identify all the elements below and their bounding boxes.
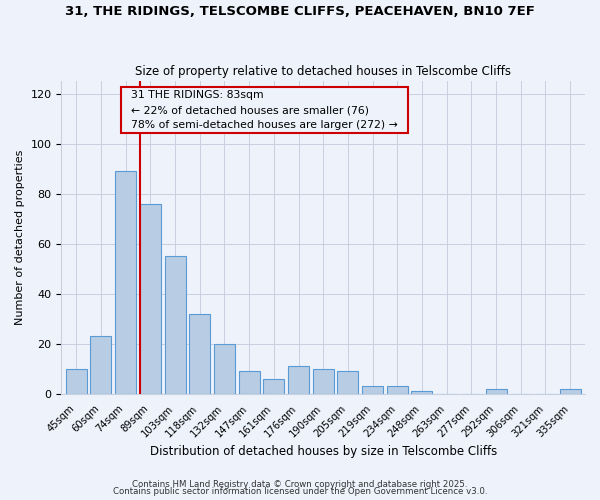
Bar xyxy=(239,371,260,394)
Text: Contains HM Land Registry data © Crown copyright and database right 2025.: Contains HM Land Registry data © Crown c… xyxy=(132,480,468,489)
Bar xyxy=(214,344,235,394)
Bar xyxy=(288,366,309,394)
Text: 31 THE RIDINGS: 83sqm
  ← 22% of detached houses are smaller (76)
  78% of semi-: 31 THE RIDINGS: 83sqm ← 22% of detached … xyxy=(124,90,405,130)
Bar xyxy=(140,204,161,394)
Y-axis label: Number of detached properties: Number of detached properties xyxy=(15,150,25,325)
Bar xyxy=(387,386,408,394)
Bar xyxy=(362,386,383,394)
Bar xyxy=(189,314,210,394)
Bar xyxy=(412,391,433,394)
Bar xyxy=(313,368,334,394)
Text: Contains public sector information licensed under the Open Government Licence v3: Contains public sector information licen… xyxy=(113,488,487,496)
Bar xyxy=(263,378,284,394)
Bar xyxy=(66,368,87,394)
Text: 31, THE RIDINGS, TELSCOMBE CLIFFS, PEACEHAVEN, BN10 7EF: 31, THE RIDINGS, TELSCOMBE CLIFFS, PEACE… xyxy=(65,5,535,18)
X-axis label: Distribution of detached houses by size in Telscombe Cliffs: Distribution of detached houses by size … xyxy=(149,444,497,458)
Bar xyxy=(91,336,112,394)
Bar xyxy=(115,171,136,394)
Bar xyxy=(164,256,185,394)
Bar xyxy=(337,371,358,394)
Bar xyxy=(485,388,506,394)
Title: Size of property relative to detached houses in Telscombe Cliffs: Size of property relative to detached ho… xyxy=(135,66,511,78)
Bar xyxy=(560,388,581,394)
